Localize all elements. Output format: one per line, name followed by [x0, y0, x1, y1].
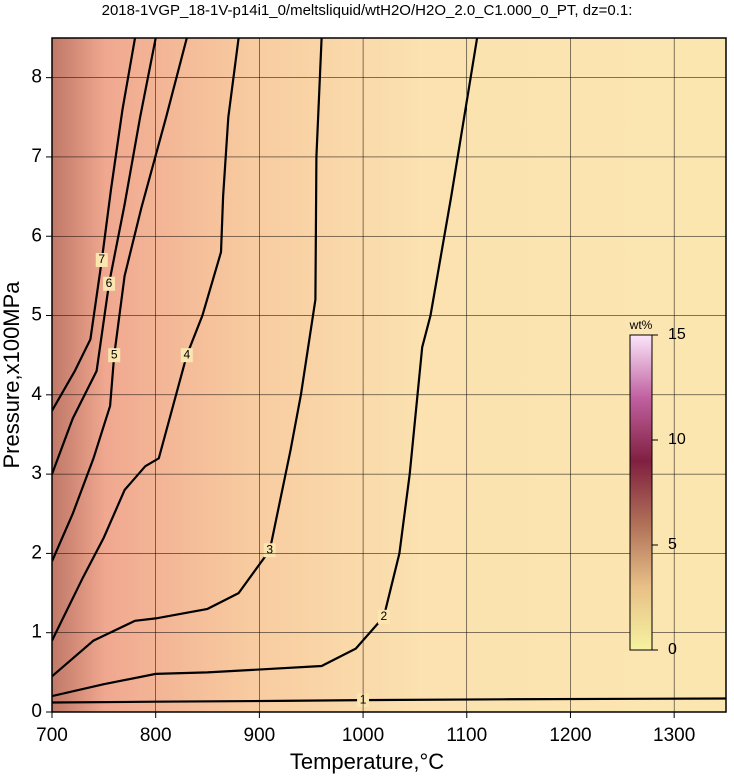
colorbar-tick-label: 5	[668, 536, 677, 553]
y-tick-label: 3	[31, 463, 42, 484]
x-tick-label: 700	[36, 725, 68, 746]
contour-label: 4	[183, 347, 190, 361]
chart-title: 2018-1VGP_18-1V-p14i1_0/meltsliquid/wtH2…	[102, 2, 633, 19]
x-tick-label: 1100	[446, 725, 487, 746]
contour-label-bg	[180, 348, 193, 363]
contour-line	[52, 38, 240, 642]
colorbar-tick-label: 15	[668, 326, 686, 343]
y-tick-label: 0	[31, 701, 42, 722]
contour-label: 2	[380, 609, 387, 623]
contour-label: 5	[111, 347, 118, 361]
y-tick-label: 2	[31, 542, 42, 563]
contour-line	[52, 697, 726, 704]
contour-label: 6	[106, 276, 113, 290]
x-axis-label: Temperature,°C	[290, 749, 444, 774]
x-tick-label: 900	[244, 725, 276, 746]
y-axis-label: Pressure,x100MPa	[0, 281, 24, 469]
colorbar	[629, 334, 653, 651]
contour-label-bg	[263, 543, 276, 558]
colorbar-label: wt%	[629, 318, 653, 332]
y-tick-label: 8	[31, 67, 42, 88]
y-tick-label: 7	[31, 146, 42, 167]
contour-line	[52, 38, 323, 678]
x-tick-label: 1000	[342, 725, 384, 746]
colorbar-tick-label: 10	[668, 431, 686, 448]
contour-label-bg	[108, 348, 121, 363]
contour-label: 3	[266, 542, 273, 556]
plot-frame	[51, 37, 727, 713]
contour-label: 7	[98, 252, 105, 266]
x-tick-label: 1300	[653, 725, 695, 746]
colorbar-tick-label: 0	[668, 641, 677, 658]
contour-label-bg	[95, 253, 108, 268]
y-tick-label: 5	[31, 305, 42, 326]
contour-label-bg	[103, 276, 116, 291]
contour-label-bg	[377, 609, 390, 624]
y-tick-label: 6	[31, 225, 42, 246]
x-tick-label: 1200	[549, 725, 591, 746]
x-tick-label: 800	[140, 725, 172, 746]
y-tick-label: 4	[31, 384, 42, 405]
y-tick-label: 1	[31, 622, 42, 643]
